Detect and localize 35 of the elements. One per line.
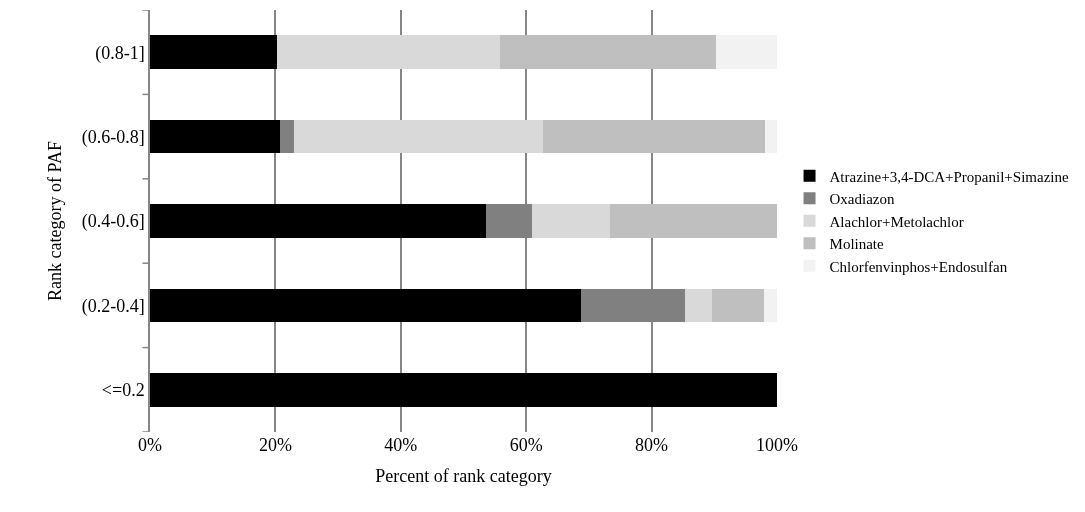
x-tick-label: 40%	[384, 435, 418, 455]
legend-label: Oxadiazon	[829, 191, 896, 208]
bar	[150, 35, 278, 70]
bar	[277, 35, 501, 70]
x-tick-label: 60%	[509, 435, 543, 455]
x-axis-title: Percent of rank category	[375, 466, 552, 487]
y-tick-label: (0.4-0.6]	[81, 211, 145, 233]
bar	[150, 288, 581, 323]
bar	[764, 288, 777, 323]
legend-label: Molinate	[829, 236, 885, 253]
x-tick-label: 80%	[635, 435, 669, 455]
x-tick-label: 0%	[138, 435, 162, 455]
y-tick-label: (0.2-0.4]	[81, 295, 145, 317]
x-tick-label: 20%	[258, 435, 292, 455]
x-tick-label: 100%	[756, 435, 798, 455]
bar	[532, 204, 610, 238]
legend-label: Alachlor+Metolachlor	[829, 213, 964, 230]
bar	[150, 372, 777, 407]
y-tick-label: <=0.2	[101, 380, 145, 401]
legend-label: Chlorfenvinphos+Endosulfan	[829, 258, 1008, 275]
bar	[685, 288, 712, 323]
bar	[279, 119, 294, 154]
y-axis-title: Rank category of PAF	[45, 141, 66, 301]
bar	[711, 288, 765, 323]
bar	[765, 119, 777, 154]
bar	[150, 119, 280, 154]
y-tick-label: (0.8-1]	[95, 42, 145, 64]
bar	[609, 204, 777, 238]
y-tick-label: (0.6-0.8]	[81, 126, 145, 148]
bar	[150, 204, 487, 238]
bar	[716, 35, 777, 70]
legend-label: Atrazine+3,4-DCA+Propanil+Simazine	[829, 168, 1069, 185]
bar	[543, 119, 766, 154]
bar	[500, 35, 717, 70]
bar	[293, 119, 544, 154]
